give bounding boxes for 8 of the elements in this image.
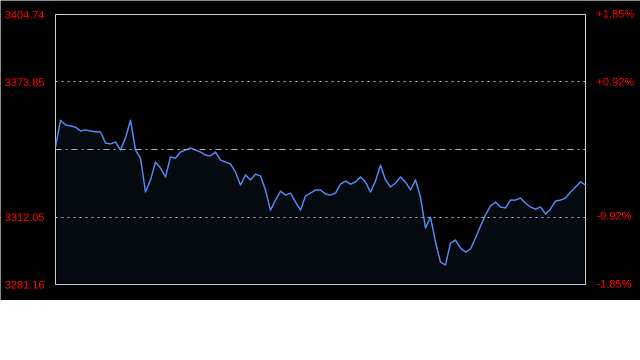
y-tick-label: 3281.16 xyxy=(4,280,45,292)
y-tick-label: 3312.05 xyxy=(4,212,45,224)
y2-tick-label: -0.92% xyxy=(596,210,632,223)
y2-tick-label: +1.85% xyxy=(596,8,634,20)
y2-tick-label: +0.92% xyxy=(596,76,634,88)
y-tick-label: 3373.85 xyxy=(4,76,45,89)
y2-tick-label: -1.85% xyxy=(596,278,632,290)
y-tick-label: 3404.74 xyxy=(4,10,45,22)
